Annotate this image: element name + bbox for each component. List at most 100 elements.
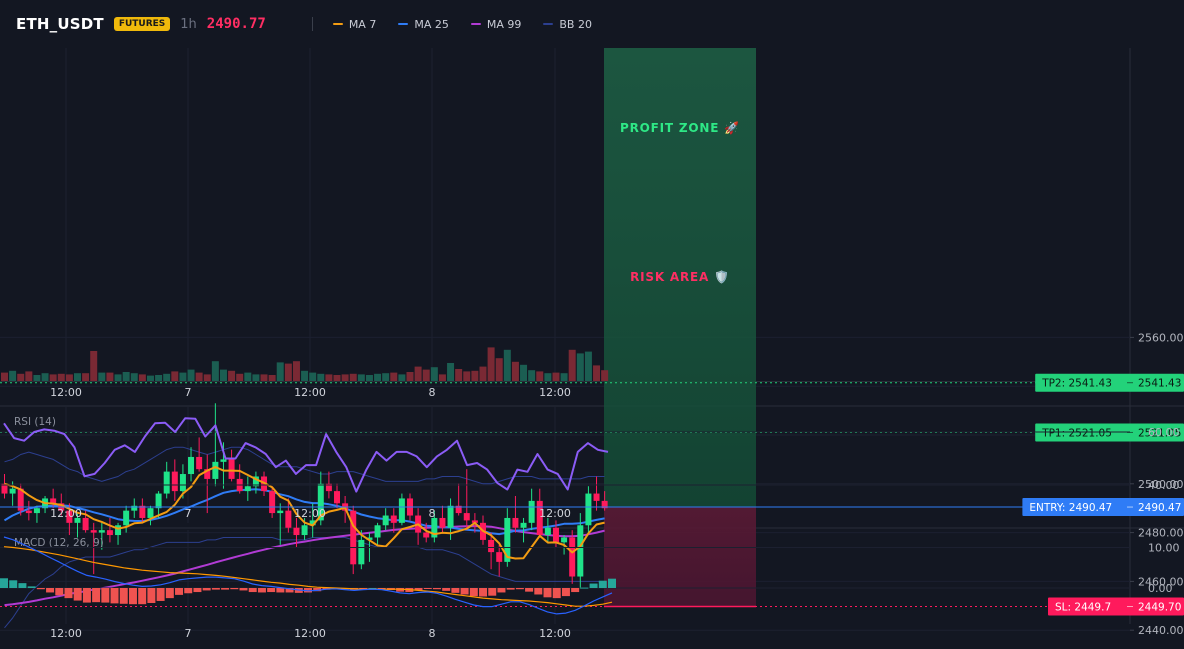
level-label-tp1: TP1: 2521.05 — [1041, 427, 1112, 439]
candle-body — [398, 498, 405, 523]
candle-body — [147, 508, 154, 518]
volume-bar — [114, 374, 122, 381]
volume-bar — [357, 374, 365, 381]
volume-bar — [122, 372, 130, 381]
candle-body — [277, 510, 284, 514]
volume-bar — [211, 361, 219, 381]
macd-histogram-bar — [469, 588, 478, 597]
macd-histogram-bar — [561, 588, 570, 597]
candle-body — [293, 527, 300, 536]
candle-body — [309, 520, 316, 526]
candle-body — [244, 486, 251, 492]
legend-ma99-swatch — [470, 22, 481, 26]
candle-body — [423, 532, 430, 538]
time-tick-label: 12:00 — [50, 627, 82, 640]
macd-histogram-bar — [276, 588, 285, 593]
candle-body — [228, 459, 235, 479]
level-label-sl: SL: 2449.7 — [1055, 602, 1111, 614]
candle-body — [82, 517, 89, 531]
macd-histogram-bar — [64, 588, 73, 599]
volume-bar — [73, 373, 81, 381]
timeframe-label[interactable]: 1h — [180, 16, 197, 32]
legend-ma25[interactable]: MA 25 — [398, 18, 449, 31]
macd-histogram-bar — [543, 588, 552, 598]
candle-body — [301, 525, 308, 536]
volume-bar — [568, 349, 576, 381]
volume-bar — [333, 375, 341, 381]
macd-histogram-bar — [525, 588, 534, 592]
candle-body — [374, 525, 381, 538]
candle-body — [471, 520, 478, 523]
volume-bar — [520, 364, 528, 381]
macd-tick-label: 0.00 — [1148, 582, 1173, 595]
time-tick-label: 12:00 — [539, 507, 571, 520]
legend-ma25-swatch — [398, 22, 409, 26]
macd-histogram-bar — [221, 588, 230, 590]
level-label-entry: ENTRY: 2490.47 — [1029, 502, 1112, 514]
macd-signal-line — [3, 546, 613, 607]
macd-histogram-bar — [147, 588, 156, 603]
macd-title: MACD (12, 26, 9) — [14, 537, 104, 549]
risk-zone — [604, 507, 756, 607]
volume-bar — [536, 371, 544, 381]
volume-bar — [503, 349, 511, 381]
candle-body — [544, 527, 551, 536]
volume-bar — [228, 370, 236, 381]
volume-bar — [382, 373, 390, 381]
profit-zone — [604, 48, 756, 508]
macd-histogram-bar — [571, 588, 580, 593]
volume-bar — [455, 369, 463, 381]
legend-bb20[interactable]: BB 20 — [543, 18, 592, 31]
candle-body — [106, 530, 113, 536]
bb-lower-line — [4, 537, 605, 629]
volume-bar — [203, 374, 211, 381]
volume-bar — [130, 373, 138, 381]
macd-histogram-bar — [460, 588, 469, 595]
macd-histogram-bar — [101, 588, 110, 603]
candle-body — [334, 491, 341, 504]
legend-ma7[interactable]: MA 7 — [332, 18, 376, 31]
volume-bar — [49, 374, 57, 381]
macd-histogram-bar — [110, 588, 119, 604]
symbol-label[interactable]: ETH_USDT — [16, 15, 104, 33]
volume-bar — [98, 372, 106, 381]
time-tick-label: 12:00 — [539, 627, 571, 640]
macd-histogram-bar — [313, 588, 322, 592]
candle-body — [561, 537, 568, 543]
macd-histogram-bar — [377, 588, 386, 589]
volume-bar — [171, 371, 179, 381]
macd-line — [3, 536, 613, 615]
volume-bar — [560, 373, 568, 381]
volume-bar — [584, 351, 592, 381]
time-tick-label: 12:00 — [294, 507, 326, 520]
macd-histogram-bar — [442, 588, 451, 591]
legend-ma99[interactable]: MA 99 — [470, 18, 521, 31]
volume-bar — [276, 362, 284, 381]
macd-histogram-bar — [82, 588, 91, 603]
macd-histogram-bar — [211, 588, 220, 590]
volume-bar — [219, 369, 227, 381]
macd-histogram-bar — [92, 588, 101, 603]
candle-body — [520, 522, 527, 528]
candle-body — [496, 552, 503, 562]
time-tick-label: 12:00 — [50, 507, 82, 520]
macd-histogram-bar — [257, 588, 266, 593]
macd-histogram-bar — [248, 588, 257, 593]
volume-bar — [544, 373, 552, 381]
candle-body — [17, 488, 24, 511]
macd-histogram-bar — [608, 578, 616, 588]
candle-body — [390, 515, 397, 523]
volume-bar — [41, 373, 49, 381]
volume-bar — [511, 361, 519, 381]
candle-body — [33, 508, 40, 514]
volume-bar — [309, 372, 317, 381]
volume-bar — [349, 373, 357, 381]
candle-body — [204, 469, 211, 479]
candle-body — [196, 456, 203, 470]
legend-ma7-swatch — [332, 22, 343, 26]
legend-bb20-label: BB 20 — [559, 17, 592, 31]
volume-bar — [155, 375, 163, 381]
volume-bar — [495, 358, 503, 381]
volume-bar — [195, 372, 203, 381]
